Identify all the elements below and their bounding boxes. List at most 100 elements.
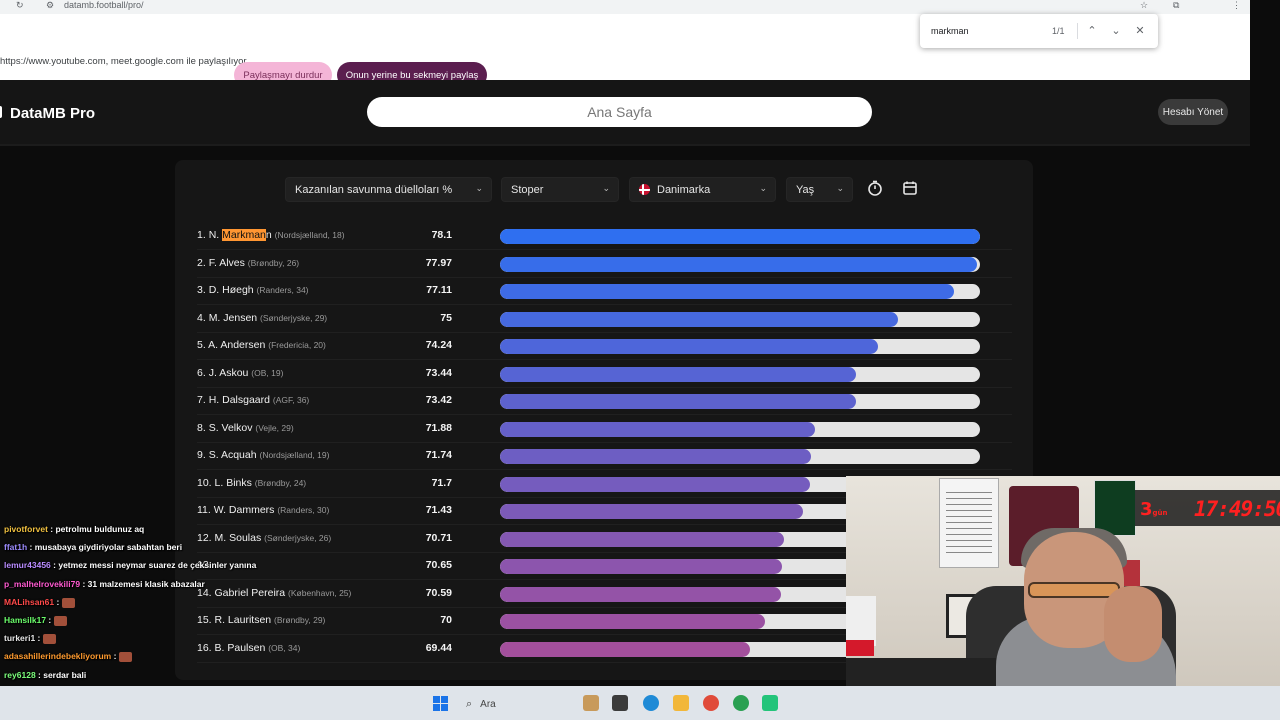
chat-message: MALihsan61 : [4, 596, 76, 608]
player-rank: 7. [197, 394, 209, 406]
country-select[interactable]: Danimarka ⌄ [629, 177, 776, 202]
calendar-icon[interactable] [901, 179, 921, 199]
stat-value: 78.1 [431, 229, 452, 241]
brand-title[interactable]: DataMB Pro [10, 105, 96, 122]
stat-value: 71.74 [425, 449, 452, 461]
stat-value: 71.43 [425, 504, 452, 516]
ranking-row[interactable]: 1. N. Markmann (Nordsjælland, 18) 78.1 [197, 223, 1012, 250]
chat-username: rey6128 [4, 669, 36, 680]
player-name: 6. J. Askou (OB, 19) [197, 366, 284, 379]
chrome-profile-icon[interactable] [733, 695, 749, 711]
player-club: (Brøndby, 26) [247, 257, 300, 268]
taskbar [0, 686, 1280, 720]
position-select[interactable]: Stoper ⌄ [501, 177, 619, 202]
player-rank: 13. [197, 559, 212, 571]
task-view-icon[interactable] [612, 695, 628, 711]
bar-track [500, 256, 980, 272]
stat-value: 77.97 [425, 256, 452, 269]
player-club: (OB, 34) [268, 642, 301, 653]
home-button[interactable]: Ana Sayfa [367, 97, 872, 127]
player-rank: 3. [197, 284, 209, 296]
find-previous-icon[interactable]: ⌃ [1087, 25, 1097, 37]
stat-value: 74.24 [425, 339, 452, 351]
chat-username: Hamsilk17 [4, 615, 47, 625]
ranking-row[interactable]: 2. F. Alves (Brøndby, 26) 77.97 [197, 251, 1012, 278]
stat-value: 70.59 [425, 586, 452, 599]
chat-text: : serdar bali [35, 669, 87, 680]
reload-icon[interactable]: ↻ [16, 0, 24, 10]
manage-account-button[interactable]: Hesabı Yönet [1158, 99, 1228, 125]
player-name: 3. D. Høegh (Randers, 34) [197, 284, 309, 296]
bar-fill [500, 641, 751, 657]
player-club: (AGF, 36) [272, 395, 310, 405]
header-divider [0, 144, 1250, 146]
site-info-icon[interactable]: ⚙ [46, 0, 55, 10]
player-rank: 10. [197, 476, 215, 489]
chat-message: ffat1h : musabaya giydiriyolar sabahtan … [4, 542, 182, 552]
whiteboard [939, 478, 999, 568]
stat-value: 73.44 [425, 366, 452, 379]
ranking-row[interactable]: 3. D. Høegh (Randers, 34) 77.11 [197, 278, 1012, 305]
find-next-icon[interactable]: ⌄ [1111, 25, 1121, 37]
window-edge [1250, 0, 1280, 80]
widgets-icon[interactable] [583, 695, 599, 711]
player-club: (København, 25) [288, 587, 352, 598]
chat-username: lemur43456 [4, 560, 51, 571]
url-text[interactable]: datamb.football/pro/ [64, 0, 144, 10]
extensions-icon[interactable]: ⧉ [1173, 0, 1180, 10]
player-name: 1. N. Markmann (Nordsjælland, 18) [197, 229, 345, 241]
player-rank: 14. [197, 586, 215, 599]
ranking-row[interactable]: 7. H. Dalsgaard (AGF, 36) 73.42 [197, 388, 1012, 415]
bar-fill [500, 394, 856, 409]
find-close-icon[interactable]: ✕ [1135, 25, 1145, 37]
player-rank: 6. [197, 366, 209, 379]
ranking-row[interactable]: 8. S. Velkov (Vejle, 29) 71.88 [197, 416, 1012, 443]
player-name: 16. B. Paulsen (OB, 34) [197, 641, 301, 654]
ranking-row[interactable]: 9. S. Acquah (Nordsjælland, 19) 71.74 [197, 443, 1012, 470]
player-club: (Randers, 30) [277, 505, 330, 515]
brand-logo-icon [0, 106, 2, 118]
age-select-value: Yaş [796, 183, 815, 196]
chevron-down-icon: ⌄ [759, 183, 767, 193]
stat-value: 70.71 [425, 531, 452, 544]
bar-fill [500, 284, 954, 299]
player-club: (Randers, 34) [256, 285, 309, 295]
age-select[interactable]: Yaş ⌄ [786, 177, 853, 202]
chat-text: : [35, 633, 41, 644]
share-status-text: https://www.youtube.com, meet.google.com… [0, 56, 247, 67]
streaming-app-icon[interactable] [762, 695, 778, 711]
player-club: (Fredericia, 20) [268, 340, 326, 350]
taskbar-search[interactable]: ⌕ Ara [460, 694, 605, 714]
stat-value: 71.88 [425, 421, 452, 434]
player-name: 9. S. Acquah (Nordsjælland, 19) [197, 449, 330, 461]
bookmark-star-icon[interactable]: ☆ [1140, 0, 1149, 10]
search-icon: ⌕ [466, 697, 473, 710]
chat-message: Hamsilk17 : [4, 615, 68, 626]
chat-text: : [54, 596, 60, 607]
player-rank: 15. [197, 614, 215, 626]
timer-days: 3gün [1140, 499, 1168, 520]
ranking-row[interactable]: 6. J. Askou (OB, 19) 73.44 [197, 361, 1012, 388]
windows-start-icon[interactable] [433, 696, 448, 711]
bar-fill [500, 476, 811, 492]
chat-message: p_malhelrovekili79 : 31 malzemesi klasik… [4, 579, 205, 589]
player-name: 11. W. Dammers (Randers, 30) [197, 504, 330, 516]
chevron-down-icon: ⌄ [475, 183, 483, 193]
menu-kebab-icon[interactable]: ⋮ [1232, 0, 1241, 10]
bar-track [500, 229, 980, 244]
chat-text: : 31 malzemesi klasik abazalar [80, 578, 205, 589]
address-bar[interactable]: ↻ ⚙ datamb.football/pro/ ☆ ⧉ ⋮ [0, 0, 1250, 14]
file-explorer-icon[interactable] [673, 695, 689, 711]
emote-icon [62, 597, 76, 608]
chat-message: rey6128 : serdar bali [4, 670, 86, 680]
chrome-icon[interactable] [703, 695, 719, 711]
bar-fill [500, 559, 783, 574]
ranking-row[interactable]: 4. M. Jensen (Sønderjyske, 29) 75 [197, 306, 1012, 333]
ranking-row[interactable]: 5. A. Andersen (Fredericia, 20) 74.24 [197, 333, 1012, 360]
emote-icon [54, 615, 68, 626]
find-input[interactable]: markman [931, 26, 969, 36]
stream-timer [1135, 490, 1280, 526]
timer-icon[interactable] [866, 179, 886, 199]
edge-icon[interactable] [643, 695, 659, 711]
metric-select[interactable]: Kazanılan savunma düelloları % ⌄ [285, 177, 492, 202]
